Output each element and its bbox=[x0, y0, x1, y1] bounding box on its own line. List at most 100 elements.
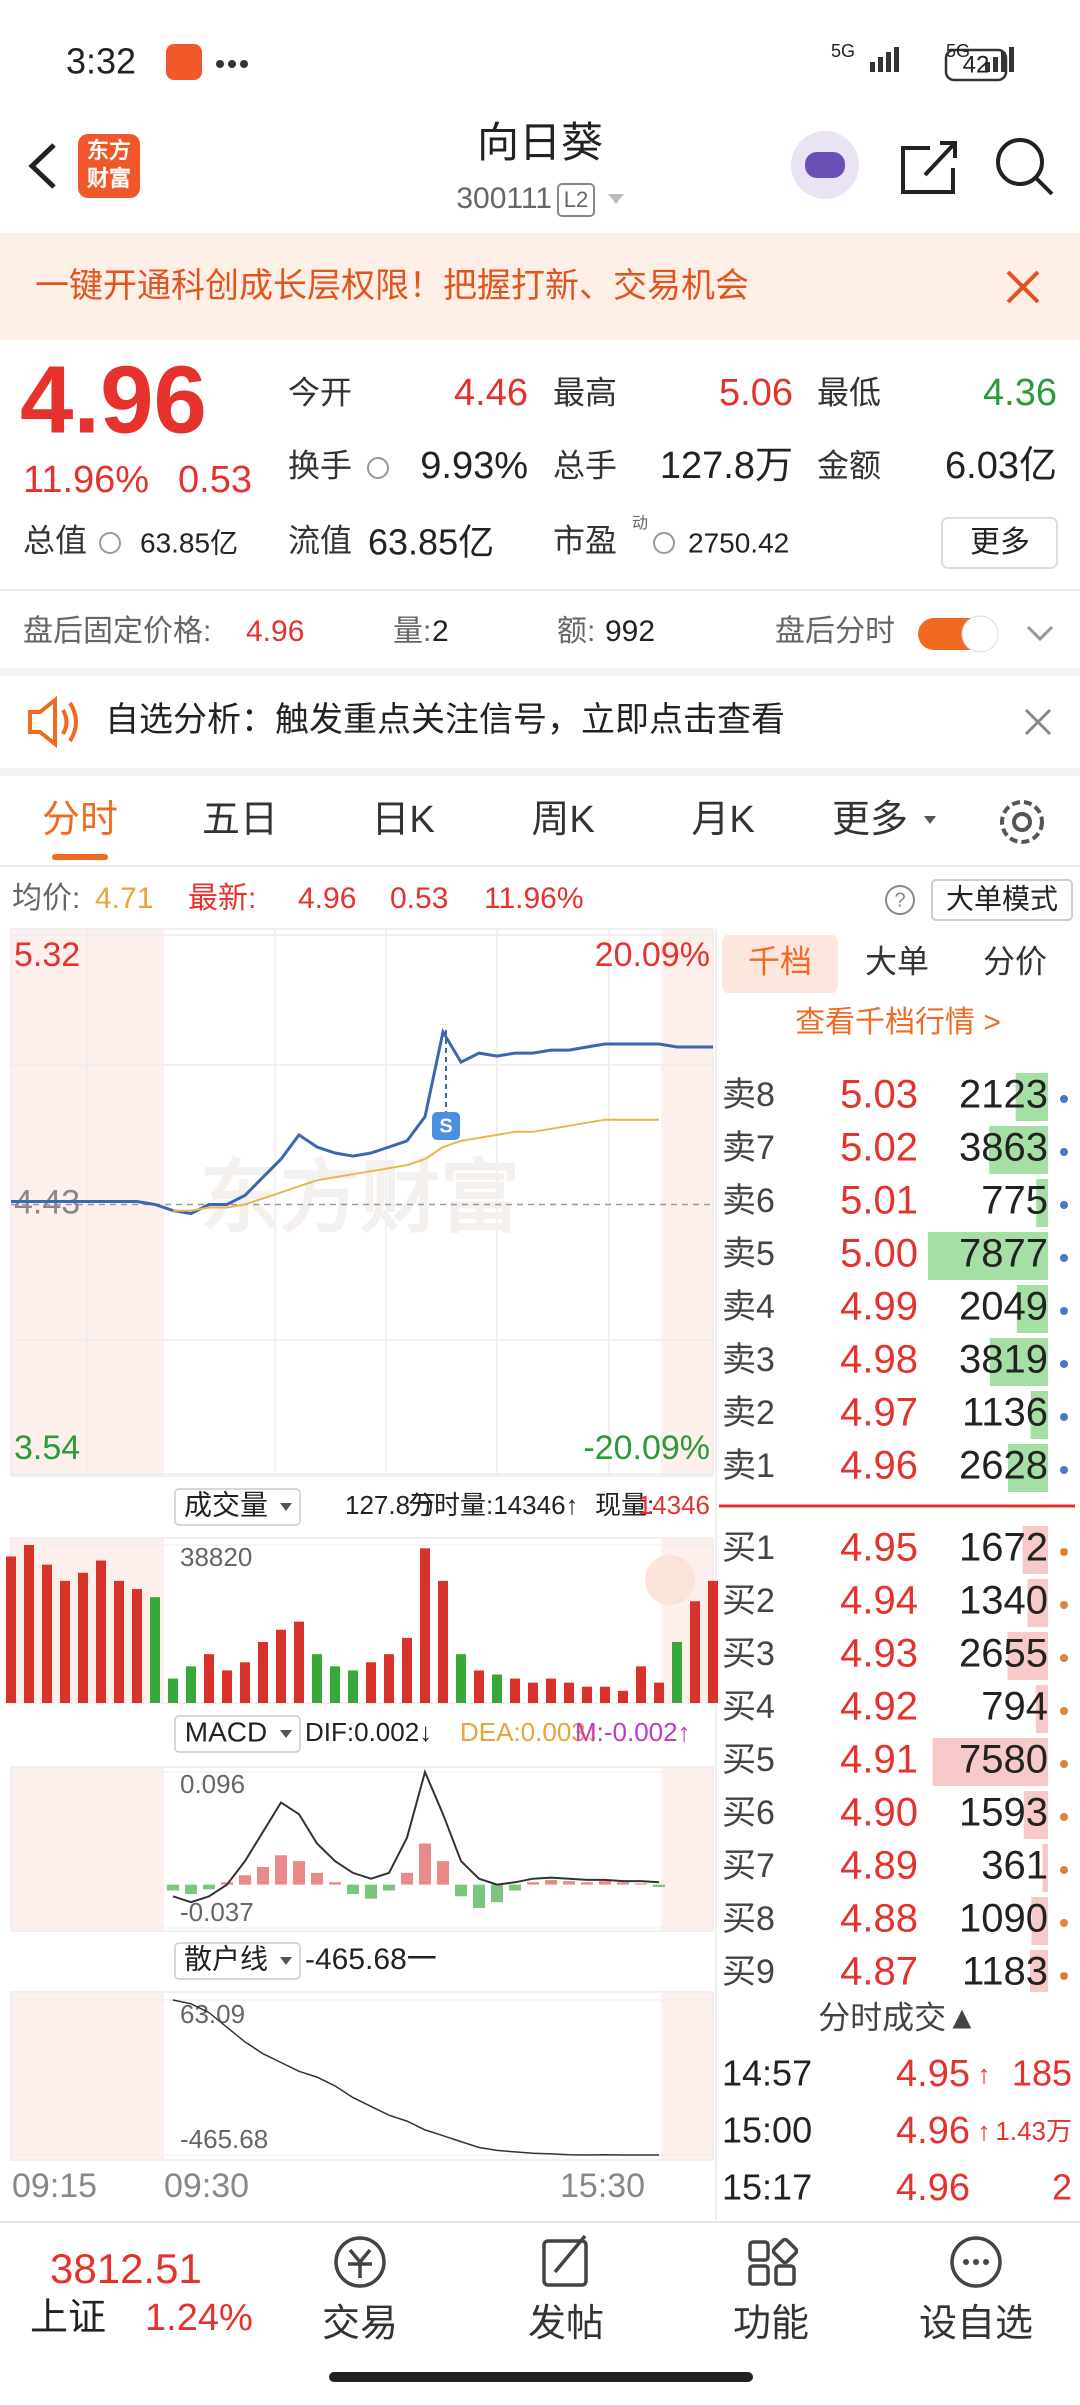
after-hours-label: 盘后固定价格: bbox=[23, 615, 211, 648]
book-qty: 794 bbox=[981, 1685, 1048, 1729]
promo-banner[interactable]: 一键开通科创成长层权限！把握打新、交易机会 bbox=[35, 267, 749, 305]
separator bbox=[0, 668, 1080, 676]
book-price: 4.90 bbox=[840, 1791, 918, 1835]
field-label: 金额 bbox=[817, 447, 881, 483]
book-dot bbox=[1060, 1466, 1068, 1474]
after-hours-amount: 992 bbox=[605, 615, 655, 648]
tab[interactable]: 月K bbox=[691, 799, 754, 841]
book-dot bbox=[1060, 1601, 1068, 1609]
book-price: 4.99 bbox=[840, 1285, 918, 1329]
book-price: 5.03 bbox=[840, 1073, 918, 1117]
back-button[interactable] bbox=[28, 143, 56, 189]
book-link[interactable]: 查看千档行情 > bbox=[795, 1006, 1001, 1039]
indicator-name[interactable]: MACD bbox=[185, 1716, 267, 1747]
postmarket-band bbox=[661, 1992, 713, 2160]
after-hours-chart-label: 盘后分时 bbox=[775, 615, 895, 648]
notice-text[interactable]: 自选分析：触发重点关注信号，立即点击查看 bbox=[105, 701, 785, 739]
book-tab[interactable]: 分价 bbox=[983, 943, 1047, 979]
book-dot bbox=[1060, 1148, 1068, 1156]
macd-bar bbox=[563, 1881, 575, 1885]
volume-bar bbox=[42, 1564, 52, 1703]
volume-bar bbox=[708, 1580, 718, 1703]
settings-button[interactable] bbox=[1000, 800, 1044, 844]
volume-bar bbox=[546, 1678, 556, 1703]
book-qty: 3863 bbox=[959, 1126, 1048, 1170]
dea-value: DEA:0.003↓ bbox=[460, 1717, 599, 1747]
mode-button[interactable] bbox=[931, 879, 1073, 921]
last-label: 最新: bbox=[188, 882, 256, 915]
trade-price: 4.95 bbox=[896, 2053, 970, 2095]
change-percent: 11.96% bbox=[23, 459, 149, 501]
qty-bar bbox=[1007, 1444, 1048, 1492]
close-notice[interactable] bbox=[1024, 708, 1052, 736]
tab[interactable]: 周K bbox=[531, 799, 594, 841]
avg-price: 4.71 bbox=[95, 882, 153, 915]
volume-bar bbox=[402, 1637, 412, 1703]
tab[interactable]: 分时 bbox=[42, 799, 118, 841]
indicator-name[interactable]: 散户线 bbox=[184, 1943, 268, 1974]
volume-bar bbox=[186, 1666, 196, 1703]
book-level: 买9 bbox=[722, 1953, 775, 1991]
after-hours-price: 4.96 bbox=[246, 615, 304, 648]
tab[interactable]: 日K bbox=[371, 799, 434, 841]
indicator-selectors[interactable] bbox=[174, 1488, 301, 1980]
book-level: 买6 bbox=[722, 1794, 775, 1832]
expand-icon[interactable] bbox=[1026, 625, 1054, 642]
volume-bar bbox=[204, 1654, 214, 1703]
trade-price: 4.96 bbox=[896, 2110, 970, 2152]
more-button[interactable] bbox=[941, 517, 1058, 569]
nav-item[interactable]: 发帖 bbox=[528, 2303, 604, 2345]
nav-item[interactable]: 交易 bbox=[322, 2303, 398, 2345]
more-button-label[interactable]: 更多 bbox=[970, 526, 1030, 559]
after-hours-volume: 2 bbox=[432, 615, 449, 648]
macd-bar bbox=[653, 1884, 665, 1887]
help-icon[interactable] bbox=[885, 885, 915, 915]
index-value[interactable]: 3812.51 bbox=[50, 2245, 202, 2292]
trade-qty: 185 bbox=[1012, 2053, 1072, 2094]
nav-item[interactable]: 设自选 bbox=[919, 2303, 1033, 2345]
tab[interactable]: 更多 bbox=[832, 799, 908, 841]
status-icons bbox=[216, 47, 1014, 72]
index-name: 上证 bbox=[30, 2297, 106, 2339]
y-tick-label: -465.68 bbox=[180, 2124, 268, 2154]
trade-direction: ↑ bbox=[978, 2116, 991, 2146]
info-icon bbox=[653, 532, 675, 554]
volume-bar bbox=[492, 1674, 502, 1703]
field-value: 5.06 bbox=[719, 372, 793, 414]
macd-bar bbox=[545, 1879, 557, 1885]
expand-chart[interactable] bbox=[645, 1555, 695, 1605]
book-qty: 2123 bbox=[959, 1073, 1048, 1117]
book-qty: 1183 bbox=[962, 1950, 1048, 1994]
book-price: 4.94 bbox=[840, 1579, 918, 1623]
nav-item[interactable]: 功能 bbox=[733, 2303, 809, 2345]
close-banner[interactable] bbox=[1006, 270, 1040, 304]
macd-bar bbox=[599, 1881, 611, 1885]
avg-line bbox=[173, 1118, 659, 1212]
book-tab[interactable]: 千档 bbox=[748, 943, 812, 979]
volume-bar bbox=[24, 1545, 34, 1703]
trades-title[interactable]: 分时成交▲ bbox=[818, 1999, 978, 2035]
book-level: 卖6 bbox=[722, 1182, 775, 1220]
postmarket-band bbox=[661, 929, 713, 1476]
home-indicator bbox=[329, 2372, 753, 2382]
tab[interactable]: 五日 bbox=[202, 799, 278, 841]
indicator-name[interactable]: 成交量 bbox=[184, 1489, 268, 1520]
y2-tick-label: 20.09% bbox=[595, 936, 710, 974]
book-dot bbox=[1060, 1707, 1068, 1715]
change-amount: 0.53 bbox=[178, 459, 252, 501]
field-label: 最高 bbox=[553, 374, 617, 410]
help-mark: ? bbox=[894, 889, 905, 911]
trade-direction: ↑ bbox=[978, 2059, 991, 2089]
y-tick-label: 3.54 bbox=[14, 1429, 80, 1467]
book-level: 卖3 bbox=[722, 1341, 775, 1379]
book-qty: 2628 bbox=[959, 1444, 1048, 1488]
mode-label[interactable]: 大单模式 bbox=[946, 883, 1058, 914]
macd-bar bbox=[329, 1882, 341, 1885]
share-button[interactable] bbox=[901, 141, 957, 194]
book-dot bbox=[1060, 1413, 1068, 1421]
dropdown-icons bbox=[280, 1503, 292, 1965]
book-tab[interactable]: 大单 bbox=[865, 943, 929, 979]
field-value: 9.93% bbox=[420, 445, 528, 487]
search-button[interactable] bbox=[996, 138, 1054, 196]
y-tick-label: 5.32 bbox=[14, 936, 80, 974]
